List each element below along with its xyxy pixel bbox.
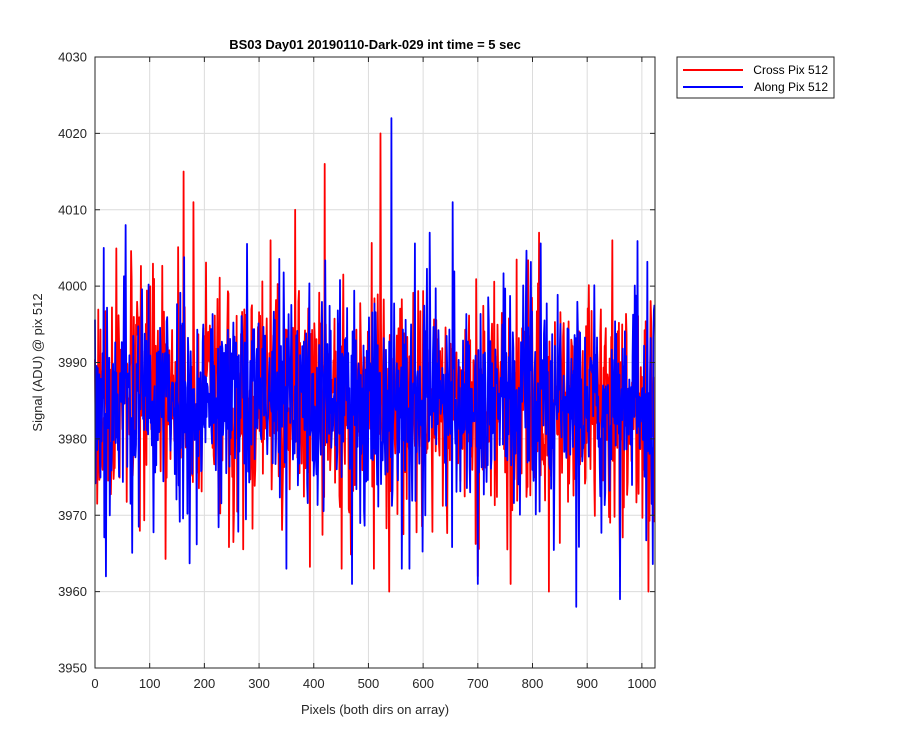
x-tick-label-0: 0: [91, 676, 98, 691]
y-tick-label-3980: 3980: [58, 431, 87, 446]
y-tick-label-3990: 3990: [58, 355, 87, 370]
x-tick-label-100: 100: [139, 676, 161, 691]
x-tick-label-700: 700: [467, 676, 489, 691]
series-line-along-pix-512: [94, 117, 656, 608]
x-tick-label-1000: 1000: [627, 676, 656, 691]
y-tick-label-3950: 3950: [58, 661, 87, 676]
y-tick-label-3960: 3960: [58, 584, 87, 599]
y-tick-label-4020: 4020: [58, 126, 87, 141]
series-layer: [94, 117, 656, 608]
x-tick-label-600: 600: [412, 676, 434, 691]
y-axis: 3950 3960 3970 3980 3990 4000 4010 4020 4030: [58, 50, 655, 676]
x-tick-label-200: 200: [194, 676, 216, 691]
legend-entry-along: Along Pix 512: [754, 80, 828, 94]
legend: Cross Pix 512 Along Pix 512: [676, 56, 835, 99]
x-tick-label-900: 900: [576, 676, 598, 691]
y-tick-label-4030: 4030: [58, 50, 87, 65]
legend-entry-cross: Cross Pix 512: [753, 63, 828, 77]
y-tick-label-4010: 4010: [58, 202, 87, 217]
y-axis-label: Signal (ADU) @ pix 512: [30, 293, 45, 431]
y-tick-label-3970: 3970: [58, 508, 87, 523]
y-tick-label-4000: 4000: [58, 279, 87, 294]
x-tick-label-800: 800: [522, 676, 544, 691]
x-axis-label: Pixels (both dirs on array): [301, 702, 449, 717]
x-tick-label-500: 500: [358, 676, 380, 691]
chart-title: BS03 Day01 20190110-Dark-029 int time = …: [229, 37, 521, 52]
legend-box: [676, 56, 835, 99]
x-tick-label-400: 400: [303, 676, 325, 691]
x-tick-label-300: 300: [248, 676, 270, 691]
x-axis: 0 100 200 300 400 500 600 700 800 900 1000: [91, 57, 656, 691]
